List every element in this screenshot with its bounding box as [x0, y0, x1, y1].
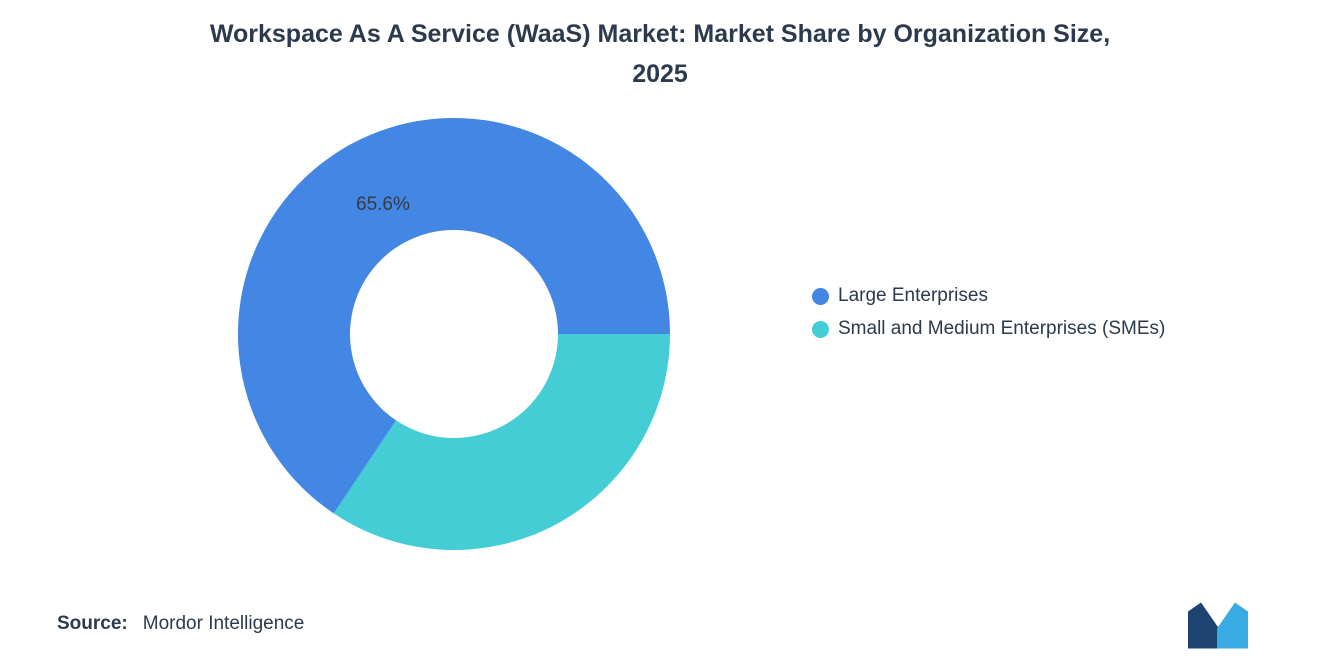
mordor-intelligence-logo [1188, 602, 1248, 649]
legend-item-smes[interactable]: Small and Medium Enterprises (SMEs) [812, 317, 1165, 341]
logo-right-shape [1217, 602, 1248, 649]
logo-left-shape [1188, 602, 1219, 649]
legend-marker-icon [812, 287, 829, 305]
legend-label: Large Enterprises [838, 285, 988, 306]
pie-slice-large-enterprises[interactable] [238, 118, 670, 514]
source-value: Mordor Intelligence [142, 613, 305, 634]
chart-title: Workspace As A Service (WaaS) Market: Ma… [0, 14, 1320, 94]
chart-title-line2: 2025 [632, 60, 688, 88]
donut-chart[interactable] [238, 118, 670, 550]
chart-title-line1: Workspace As A Service (WaaS) Market: Ma… [209, 20, 1111, 48]
legend-item-large-enterprises[interactable]: Large Enterprises [812, 284, 1165, 308]
source-line: Source: Mordor Intelligence [57, 613, 304, 635]
pie-slice-small-and-medium-enterprises-smes[interactable] [333, 334, 670, 550]
source-label: Source: [57, 613, 128, 634]
donut-chart-area: 65.6% [238, 118, 670, 550]
legend-label: Small and Medium Enterprises (SMEs) [838, 318, 1166, 339]
legend: Large Enterprises Small and Medium Enter… [812, 284, 1165, 341]
slice-data-label: 65.6% [356, 194, 410, 215]
legend-marker-icon [812, 320, 829, 338]
